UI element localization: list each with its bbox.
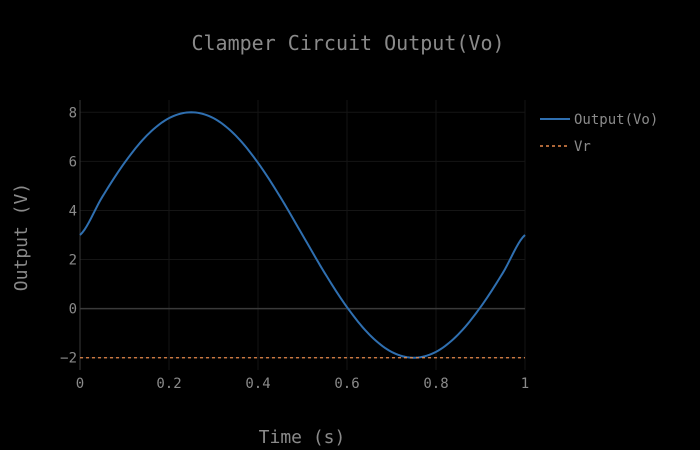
y-tick-label: 2 — [69, 253, 77, 269]
x-tick-label: 1 — [521, 376, 529, 392]
x-tick-label: 0.2 — [156, 376, 181, 392]
y-tick-label: 8 — [69, 105, 77, 121]
y-tick-label: 6 — [69, 154, 77, 170]
series-group — [79, 111, 526, 359]
x-tick-label: 0 — [76, 376, 84, 392]
chart-title: Clamper Circuit Output(Vo) — [191, 31, 504, 55]
y-tick-label: 4 — [69, 203, 77, 219]
legend-item-vr[interactable]: Vr — [540, 139, 591, 155]
y-tick-label: 0 — [69, 302, 77, 318]
legend-item-output[interactable]: Output(Vo) — [540, 112, 658, 128]
legend-label-vr: Vr — [574, 139, 591, 155]
x-tick-label: 0.6 — [334, 376, 359, 392]
tick-labels: 0 0.2 0.4 0.6 0.8 1 −2 0 2 4 6 8 — [60, 105, 529, 392]
series-line-output — [79, 111, 526, 359]
x-tick-label: 0.4 — [245, 376, 270, 392]
x-axis-title: Time (s) — [259, 427, 346, 448]
legend-label-output: Output(Vo) — [574, 112, 658, 128]
legend[interactable]: Output(Vo) Vr — [540, 112, 658, 155]
y-axis-title: Output (V) — [11, 183, 32, 291]
y-tick-label: −2 — [60, 351, 77, 367]
x-tick-label: 0.8 — [423, 376, 448, 392]
